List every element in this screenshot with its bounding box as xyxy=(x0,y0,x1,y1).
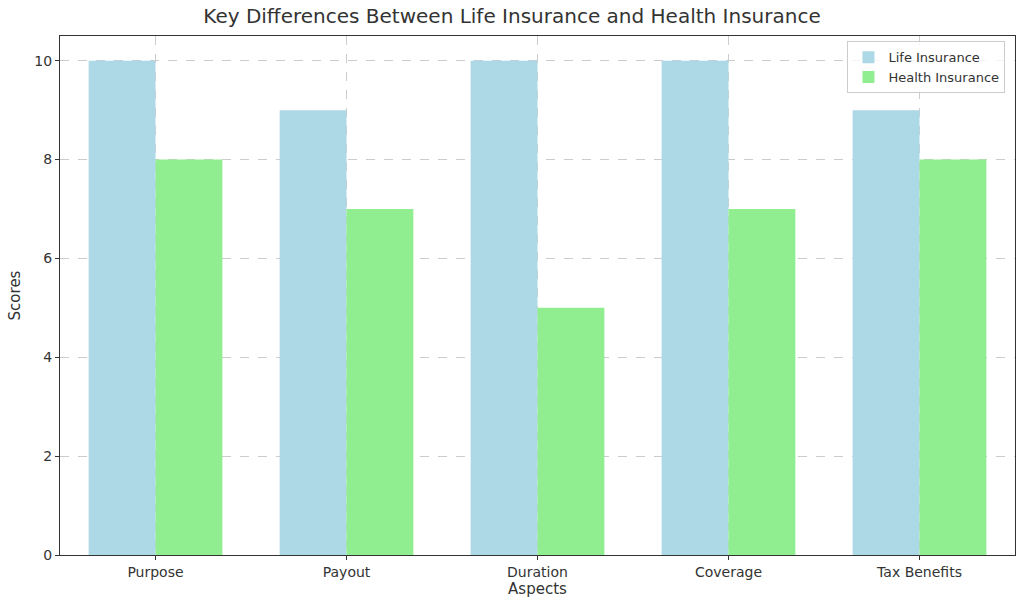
svg-text:6: 6 xyxy=(43,250,52,266)
svg-text:0: 0 xyxy=(43,547,52,563)
svg-text:Purpose: Purpose xyxy=(127,564,183,580)
svg-text:2: 2 xyxy=(43,448,52,464)
svg-text:4: 4 xyxy=(43,349,52,365)
svg-text:Coverage: Coverage xyxy=(695,564,762,580)
svg-text:Scores: Scores xyxy=(6,270,24,320)
svg-text:Duration: Duration xyxy=(507,564,568,580)
svg-text:Life Insurance: Life Insurance xyxy=(888,50,979,65)
svg-text:Health Insurance: Health Insurance xyxy=(888,70,999,85)
svg-text:Payout: Payout xyxy=(323,564,371,580)
svg-text:8: 8 xyxy=(43,151,52,167)
svg-text:Key Differences Between Life I: Key Differences Between Life Insurance a… xyxy=(203,4,820,28)
svg-text:Aspects: Aspects xyxy=(508,580,567,598)
svg-text:10: 10 xyxy=(34,53,52,69)
svg-text:Tax Benefits: Tax Benefits xyxy=(876,564,962,580)
